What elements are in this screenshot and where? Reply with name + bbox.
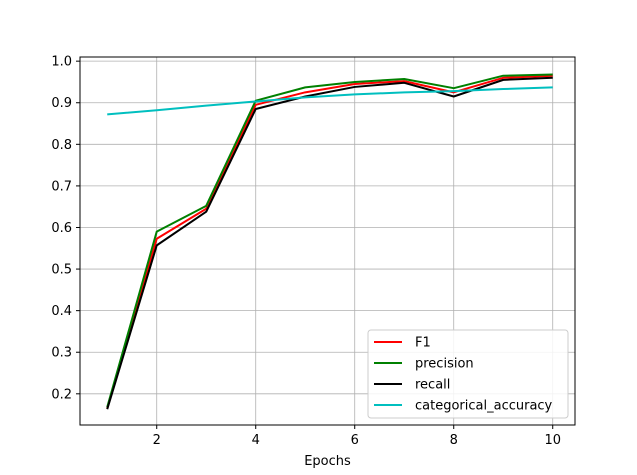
x-tick-label: 4 <box>252 433 260 448</box>
series-line-recall <box>106 76 553 410</box>
grid <box>80 57 575 425</box>
series-lines <box>106 73 553 410</box>
y-tick-label: 0.2 <box>51 387 72 402</box>
axis-ticks: 2 4 6 8 10 0.2 0.3 0.4 0.5 0.6 0.7 0.8 0.9 1.0 <box>51 55 561 448</box>
plot-frame <box>79 56 576 426</box>
legend-label: F1 <box>415 336 431 351</box>
legend: F1 precision recall categorical_accuracy <box>367 329 569 419</box>
y-tick-label: 0.9 <box>51 96 72 111</box>
x-axis-label: Epochs <box>304 454 351 469</box>
series-line-precision <box>106 73 553 408</box>
x-tick-label: 10 <box>544 433 561 448</box>
y-tick-label: 0.5 <box>51 263 72 278</box>
y-tick-label: 0.6 <box>51 221 72 236</box>
series-line-categorical-accuracy <box>107 86 553 116</box>
y-tick-label: 0.8 <box>51 138 72 153</box>
y-tick-label: 0.3 <box>51 346 72 361</box>
legend-label: recall <box>415 378 450 393</box>
x-tick-label: 6 <box>351 433 359 448</box>
y-tick-label: 1.0 <box>51 55 72 70</box>
legend-label: categorical_accuracy <box>415 399 553 414</box>
x-tick-label: 8 <box>450 433 458 448</box>
series-line-F1 <box>106 74 553 409</box>
legend-box <box>367 329 569 419</box>
legend-label: precision <box>415 357 474 372</box>
x-tick-label: 2 <box>153 433 161 448</box>
y-tick-label: 0.4 <box>51 304 72 319</box>
y-tick-label: 0.7 <box>51 179 72 194</box>
